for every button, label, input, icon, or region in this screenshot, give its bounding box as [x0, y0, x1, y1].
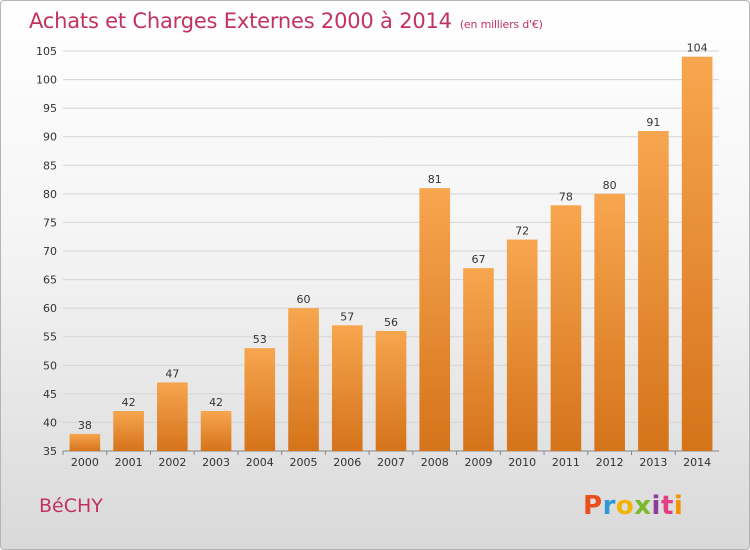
bars: 38 42 47 42 53 60 57 56 81 67 72 78 80 91 104	[69, 42, 713, 451]
bar-2009	[463, 268, 494, 451]
value-label-2008: 81	[428, 173, 442, 186]
x-tick-label: 2012	[596, 456, 624, 469]
bar-2002	[157, 382, 188, 451]
y-tick-label: 45	[43, 388, 57, 401]
y-tick-label: 55	[43, 331, 57, 344]
x-tick-label: 2003	[202, 456, 230, 469]
logo-letter: i	[673, 491, 684, 521]
logo-letter: r	[602, 491, 616, 521]
value-label-2013: 91	[646, 116, 660, 129]
y-tick-label: 60	[43, 302, 57, 315]
y-tick-label: 70	[43, 245, 57, 258]
y-tick-label: 105	[36, 45, 57, 58]
x-tick-label: 2009	[464, 456, 492, 469]
value-label-2006: 57	[340, 310, 354, 323]
bar-2001	[113, 411, 144, 451]
bar-2011	[550, 205, 582, 451]
x-tick-label: 2002	[158, 456, 186, 469]
chart-title: Achats et Charges Externes 2000 à 2014	[29, 9, 452, 33]
y-tick-label: 100	[36, 74, 57, 87]
value-label-2005: 60	[297, 293, 311, 306]
bar-2006	[331, 325, 363, 451]
y-tick-label: 95	[43, 102, 57, 115]
x-axis: 2000 2001 2002 2003 2004 2005 2006 2007 2008 2009…	[62, 451, 711, 469]
commune-name: BéCHY	[39, 495, 103, 517]
bar-2014	[681, 56, 713, 451]
logo-letter: o	[615, 491, 635, 521]
x-tick-label: 2010	[508, 456, 536, 469]
x-tick-label: 2005	[290, 456, 318, 469]
value-label-2001: 42	[122, 396, 136, 409]
proxiti-logo: Proxiti	[583, 491, 683, 521]
bar-2013	[638, 131, 669, 451]
value-label-2007: 56	[384, 316, 398, 329]
value-label-2003: 42	[209, 396, 223, 409]
x-tick-label: 2007	[377, 456, 405, 469]
bar-2005	[288, 308, 319, 451]
x-tick-label: 2006	[333, 456, 361, 469]
y-tick-label: 80	[43, 188, 57, 201]
y-axis: 35 40 45 50 55 60 65 70 75 80 85 90 95 100 105	[36, 45, 57, 458]
bar-2004	[244, 348, 276, 451]
y-tick-label: 65	[43, 274, 57, 287]
value-label-2012: 80	[603, 179, 617, 192]
bar-2008	[419, 188, 451, 451]
x-tick-label: 2011	[552, 456, 580, 469]
x-tick-label: 2008	[421, 456, 449, 469]
x-tick-label: 2004	[246, 456, 274, 469]
bar-2012	[594, 193, 625, 451]
value-label-2011: 78	[559, 190, 573, 203]
value-label-2009: 67	[471, 253, 485, 266]
value-label-2002: 47	[165, 367, 179, 380]
x-tick-label: 2000	[71, 456, 99, 469]
chart-title-block: Achats et Charges Externes 2000 à 2014 (e…	[29, 9, 543, 33]
y-tick-label: 35	[43, 445, 57, 458]
x-tick-label: 2001	[115, 456, 143, 469]
x-tick-label: 2013	[639, 456, 667, 469]
logo-letter: i	[651, 491, 661, 521]
y-tick-label: 90	[43, 131, 57, 144]
bar-2010	[506, 239, 538, 451]
chart-subtitle: (en milliers d'€)	[459, 18, 543, 31]
bar-2003	[200, 411, 232, 451]
value-label-2010: 72	[515, 225, 529, 238]
value-label-2014: 104	[687, 42, 708, 55]
value-label-2004: 53	[253, 333, 267, 346]
bar-2007	[375, 331, 407, 451]
logo-letter: x	[634, 491, 652, 521]
logo-letter: P	[583, 491, 603, 521]
y-tick-label: 40	[43, 416, 57, 429]
value-label-2000: 38	[78, 419, 92, 432]
y-tick-label: 75	[43, 216, 57, 229]
y-tick-label: 50	[43, 359, 57, 372]
logo-letter: t	[660, 491, 674, 521]
bar-2000	[69, 433, 101, 451]
y-tick-label: 85	[43, 159, 57, 172]
x-tick-label: 2014	[683, 456, 711, 469]
